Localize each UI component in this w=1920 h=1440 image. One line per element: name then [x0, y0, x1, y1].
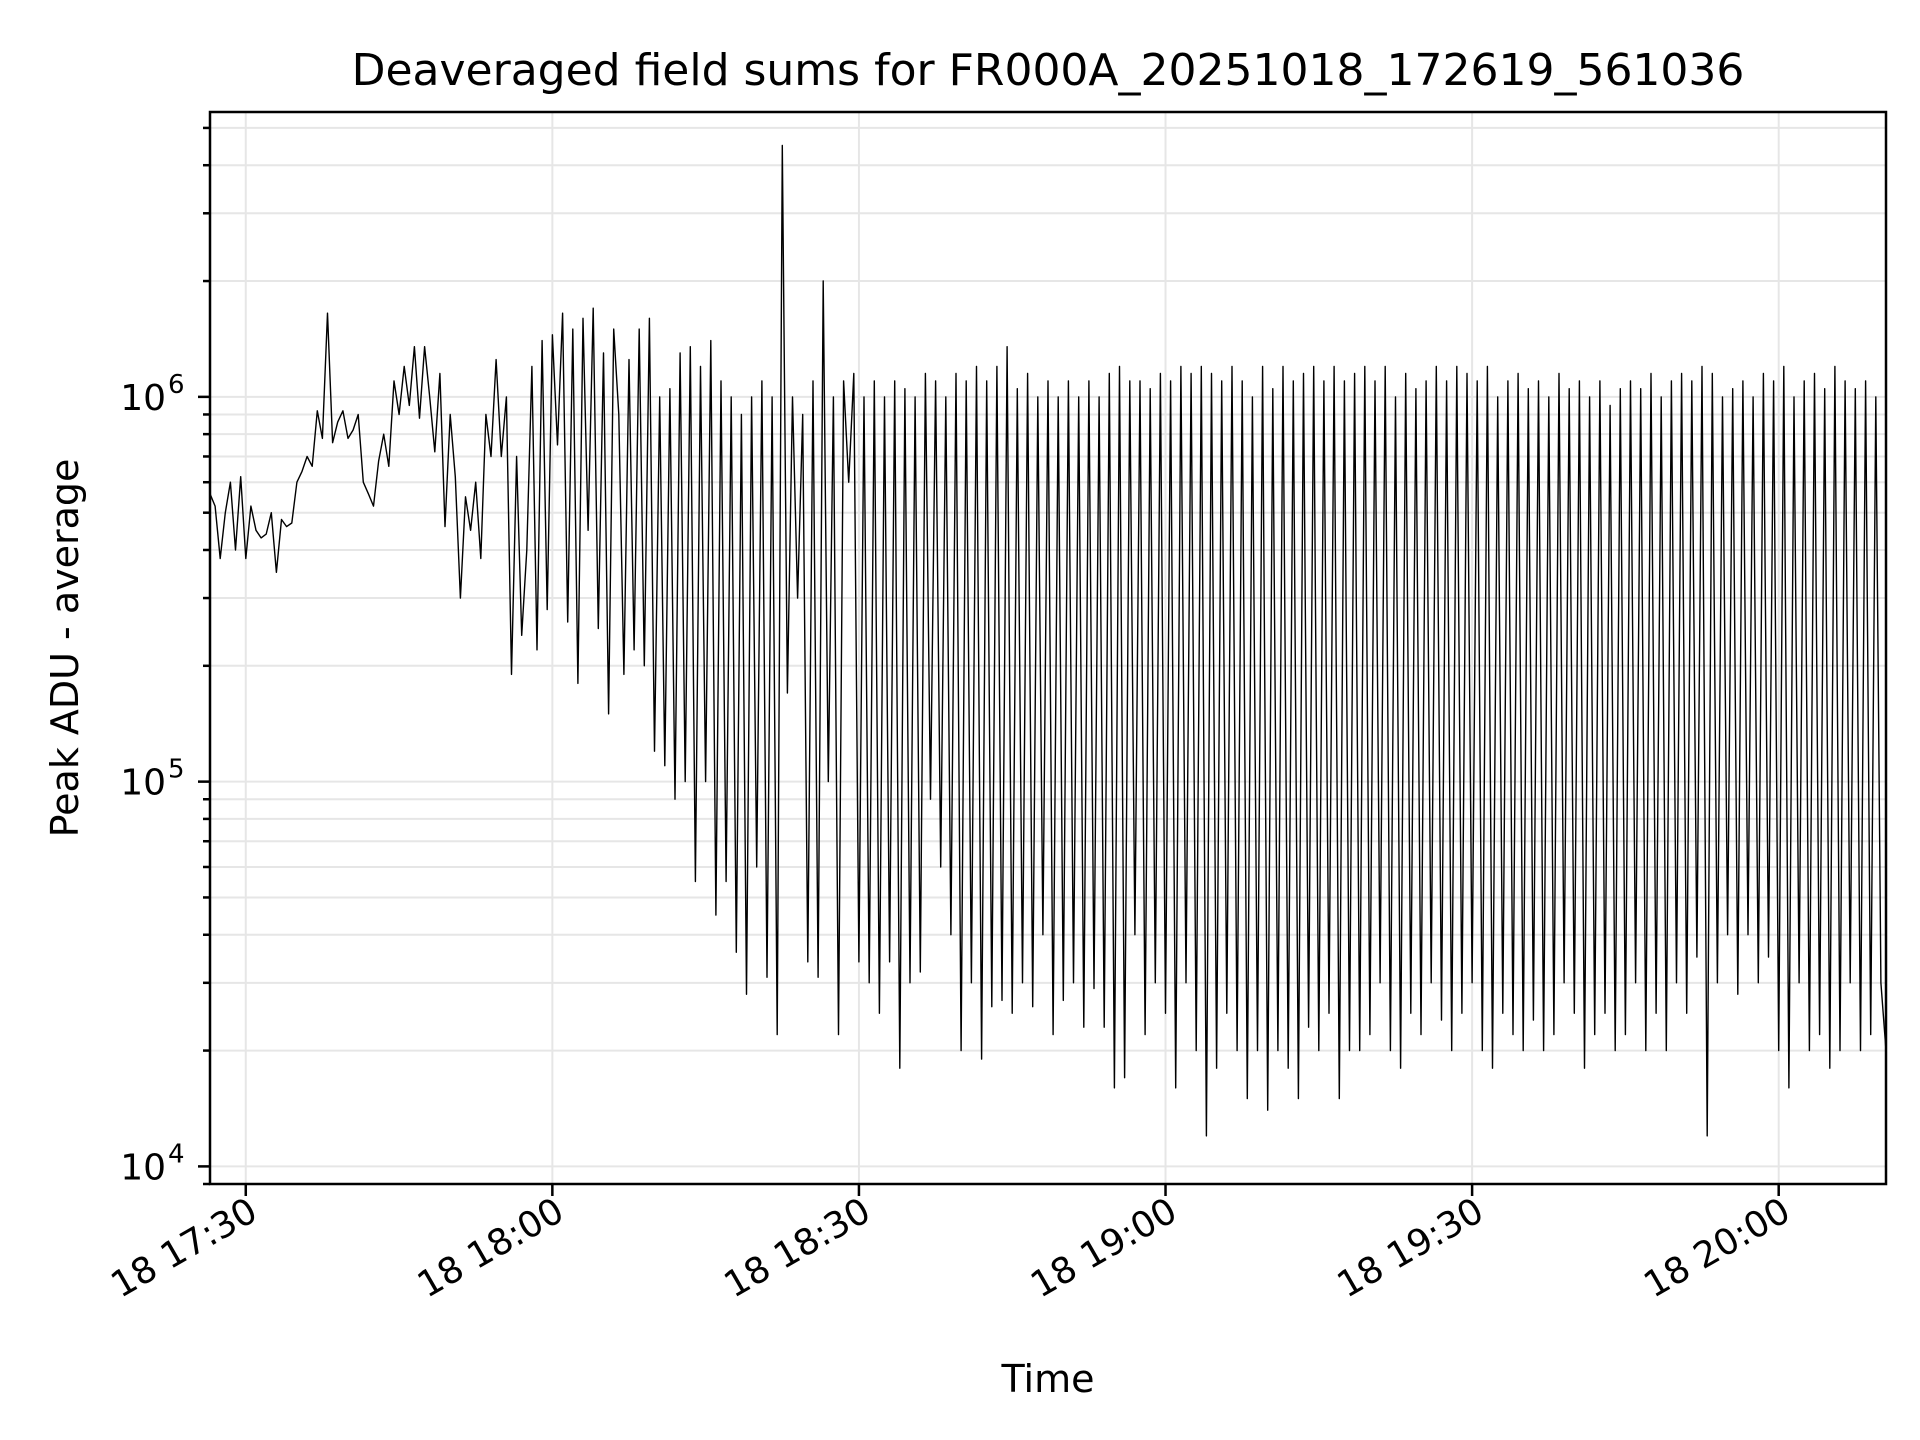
y-tick-label-exponent: 5 — [168, 755, 185, 785]
y-tick-label: 10 — [120, 1147, 166, 1188]
series-line — [209, 144, 1887, 1137]
x-axis-label: Time — [1001, 1357, 1095, 1401]
plot-frame — [208, 110, 1888, 1186]
y-tick-label: 10 — [120, 378, 166, 419]
y-axis-label: Peak ADU - average — [43, 459, 87, 838]
chart-title: Deaveraged field sums for FR000A_2025101… — [352, 45, 1745, 96]
series-layer — [209, 144, 1887, 1137]
y-tick-label: 10 — [120, 763, 166, 804]
y-tick-label-exponent: 6 — [168, 370, 185, 400]
y-tick-label-exponent: 4 — [168, 1139, 185, 1169]
